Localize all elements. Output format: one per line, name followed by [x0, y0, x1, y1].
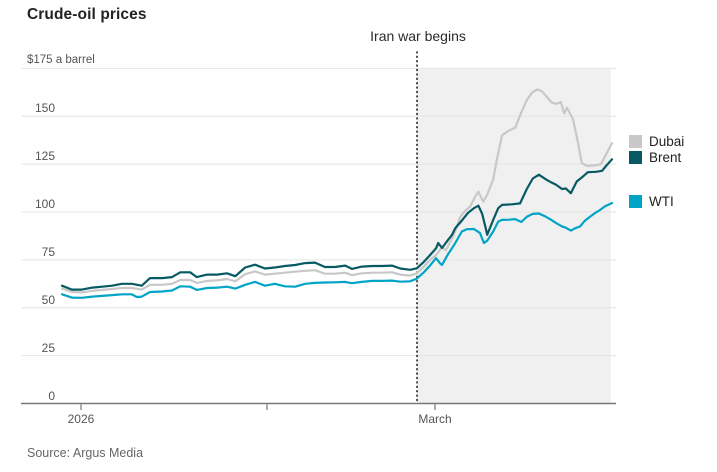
legend-swatch-dubai: [629, 135, 642, 149]
legend-swatch-brent: [629, 151, 642, 165]
series-line-brent: [60, 158, 614, 291]
legend-label-wti: WTI: [649, 193, 674, 209]
y-tick-label-100: 100: [34, 197, 55, 211]
annotation-iran-war-begins: Iran war begins: [370, 28, 466, 44]
y-axis-unit-label: $175 a barrel: [27, 54, 95, 67]
series-line-wti: [60, 201, 614, 299]
y-tick-label-50: 50: [41, 292, 55, 307]
series-line-dubai: [60, 88, 614, 294]
y-tick-label-75: 75: [41, 244, 55, 259]
war-period-shade: [417, 68, 611, 404]
y-tick-label-25: 25: [41, 340, 55, 355]
x-tick-label-march: March: [418, 412, 452, 426]
y-tick-label-0: 0: [48, 388, 55, 403]
legend-label-brent: Brent: [649, 150, 682, 166]
legend-label-dubai: Dubai: [649, 134, 685, 150]
y-tick-label-125: 125: [34, 149, 55, 164]
y-tick-label-150: 150: [34, 101, 55, 116]
legend-swatch-wti: [629, 194, 642, 208]
x-tick-label-2026: 2026: [67, 412, 95, 426]
chart-title: Crude-oil prices: [27, 6, 147, 23]
source-label: Source: Argus Media: [27, 446, 144, 460]
